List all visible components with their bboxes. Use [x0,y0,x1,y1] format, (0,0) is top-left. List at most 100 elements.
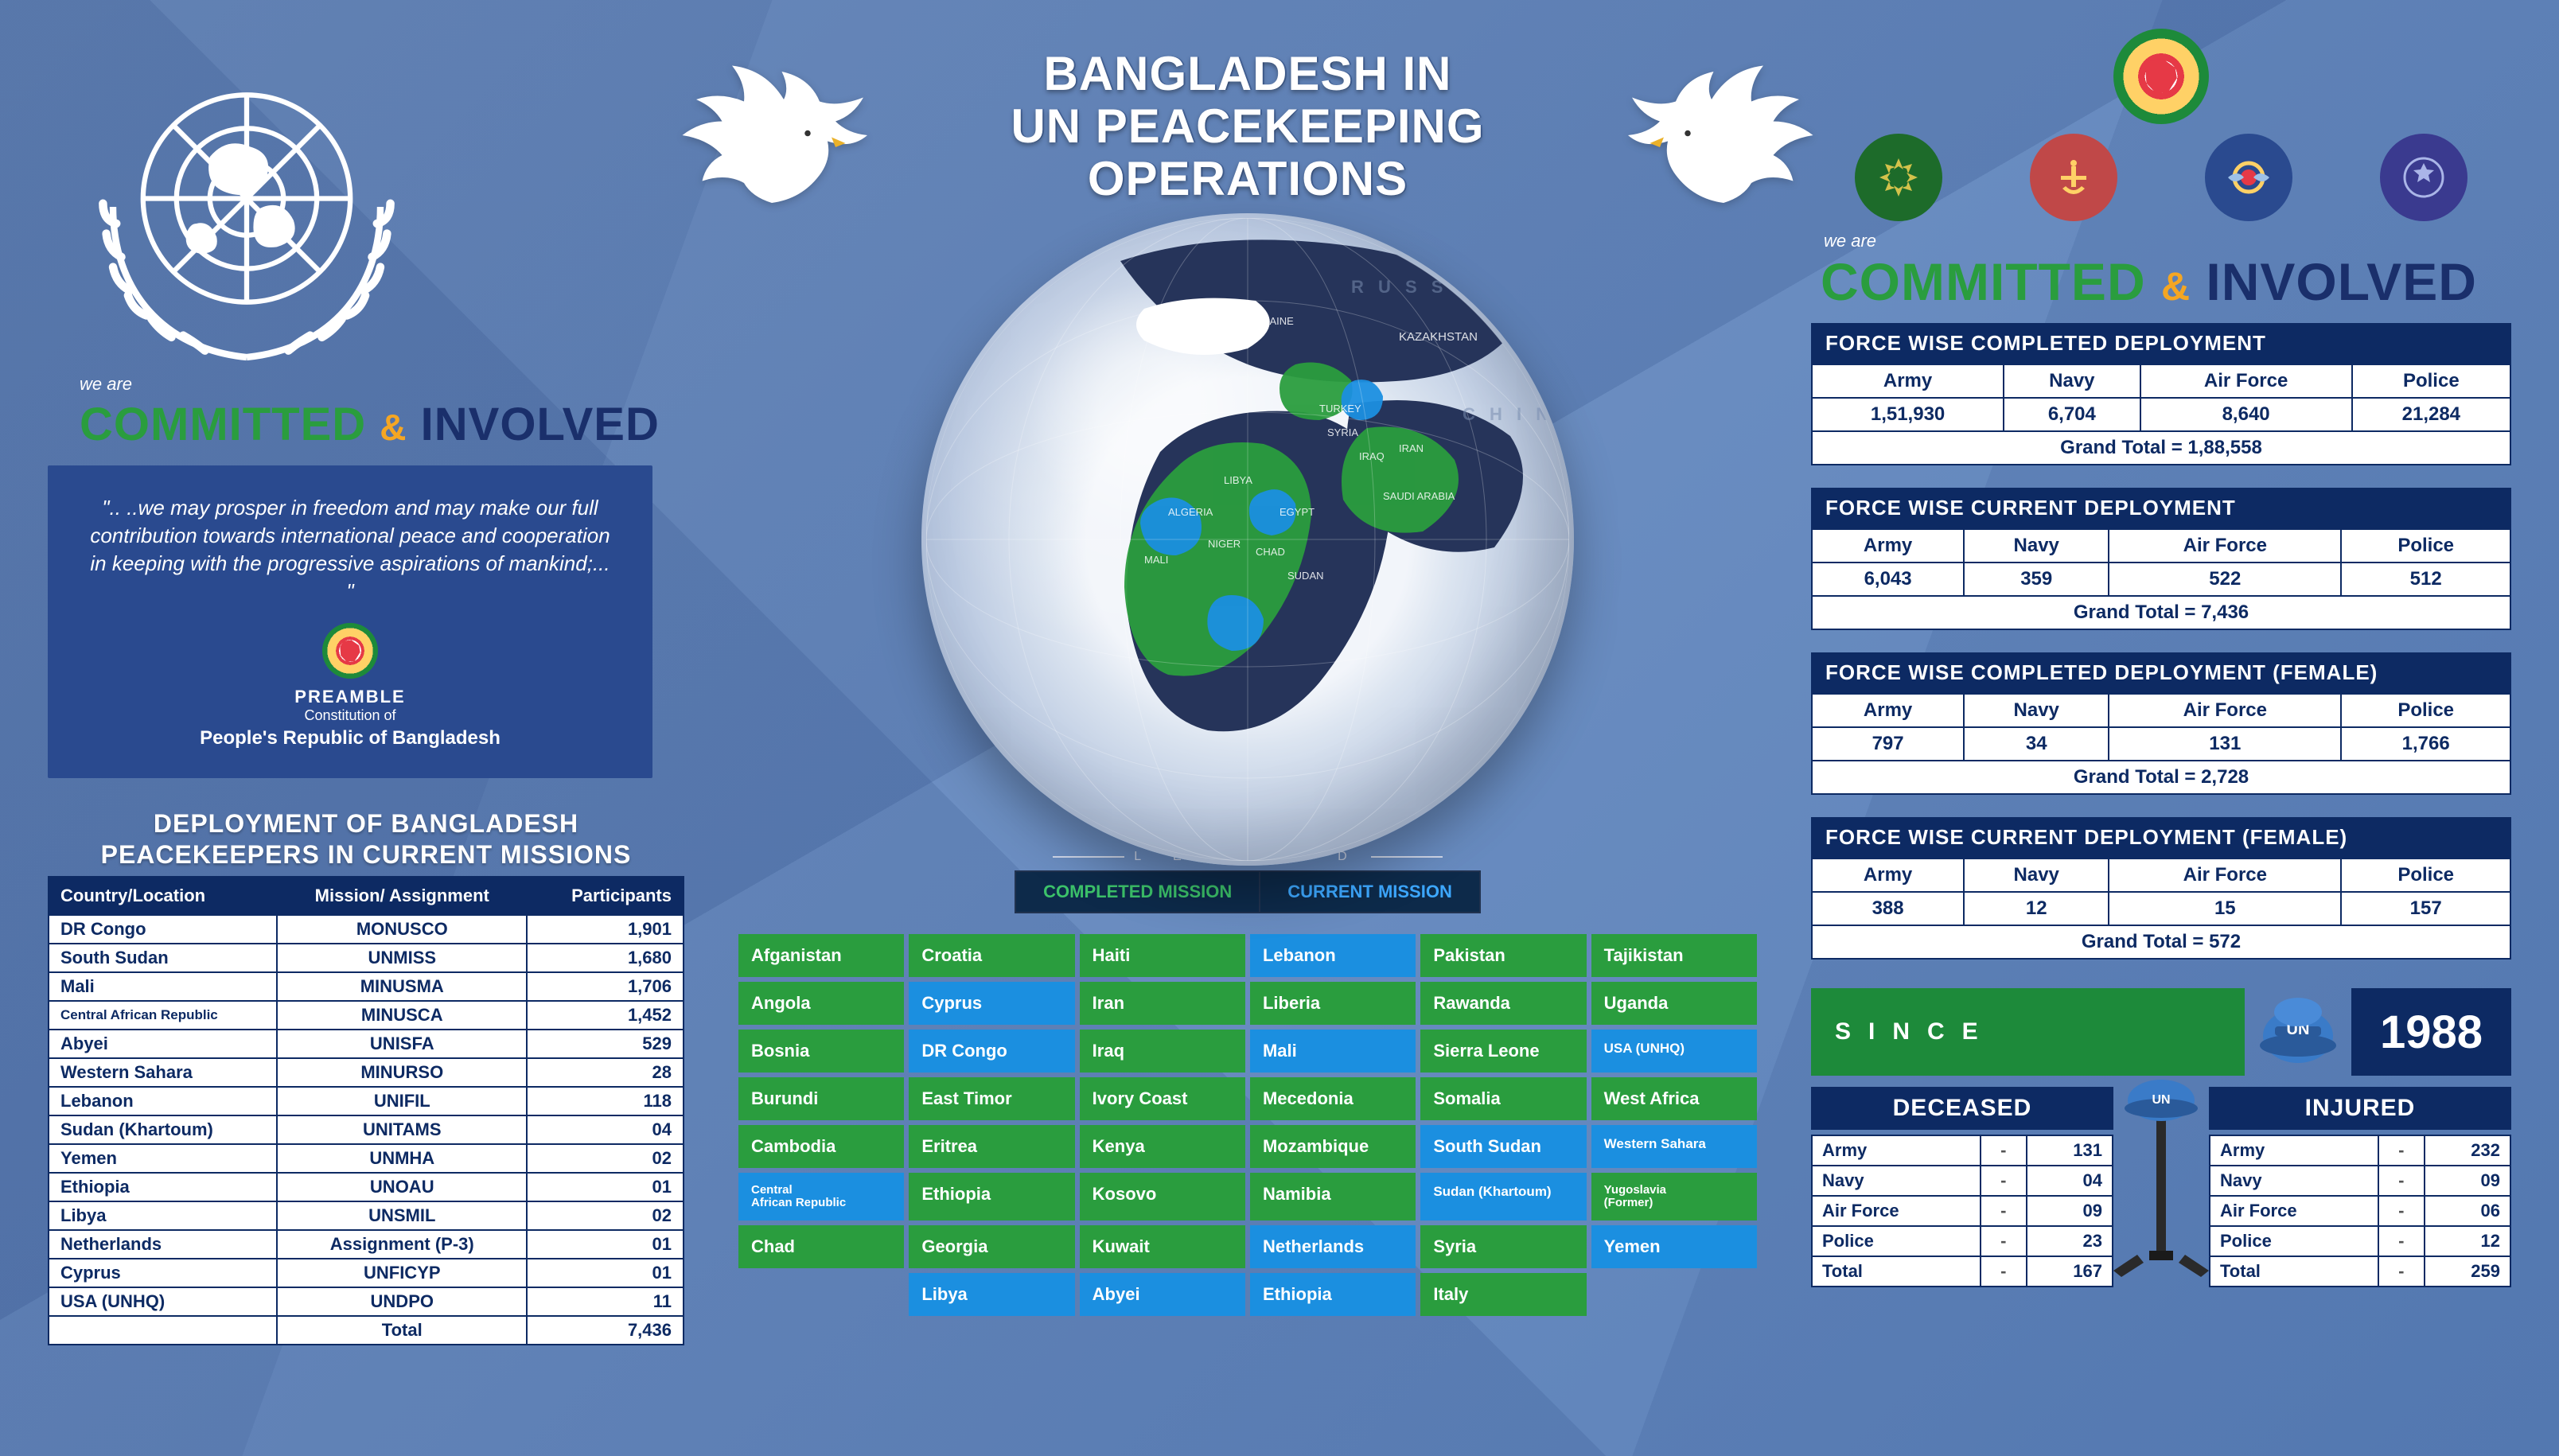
country-cell: Ivory Coast [1080,1077,1245,1120]
svg-text:C H I N A: C H I N A [1463,404,1574,424]
table-row: Total-167 [1812,1256,2113,1287]
force-block-header: FORCE WISE CURRENT DEPLOYMENT (FEMALE) [1811,817,2511,858]
police-logo-icon [2380,134,2467,221]
country-cell: Liberia [1250,982,1416,1025]
table-row: Army-131 [1812,1135,2113,1166]
country-cell: South Sudan [1420,1125,1586,1168]
svg-text:UKRAINE: UKRAINE [1248,315,1294,327]
deployment-title: DEPLOYMENT OF BANGLADESH PEACEKEEPERS IN… [48,808,684,870]
country-cell: Libya [909,1273,1074,1316]
table-row: South SudanUNMISS1,680 [49,944,684,972]
table-row: Western SaharaMINURSO28 [49,1058,684,1087]
force-logos [1811,134,2511,221]
svg-text:EGYPT: EGYPT [1280,506,1315,518]
force-block-header: FORCE WISE COMPLETED DEPLOYMENT [1811,323,2511,364]
table-row: Sudan (Khartoum)UNITAMS04 [49,1115,684,1144]
svg-text:IRAN: IRAN [1399,442,1424,454]
memorial-icon: UN [2121,1087,2201,1287]
force-block: FORCE WISE CURRENT DEPLOYMENTArmyNavyAir… [1811,488,2511,630]
country-cell: Kuwait [1080,1225,1245,1268]
country-cell: Iran [1080,982,1245,1025]
country-cell: Western Sahara [1591,1125,1757,1168]
country-cell: Italy [1420,1273,1586,1316]
country-cell: Eritrea [909,1125,1074,1168]
bangladesh-seal-large-icon [2113,29,2209,124]
country-cell: Sierra Leone [1420,1030,1586,1073]
table-row: Army-232 [2210,1135,2510,1166]
missions-col-header: Participants [527,877,684,915]
force-table: ArmyNavyAir ForcePolice797341311,766Gran… [1811,693,2511,795]
table-row: Central African RepublicMINUSCA1,452 [49,1001,684,1030]
we-are-label-left: we are [80,374,684,395]
committed-heading-right: COMMITTED & INVOLVED [1821,251,2511,312]
country-cell: Kosovo [1080,1173,1245,1220]
country-cell: Abyei [1080,1273,1245,1316]
country-cell: Syria [1420,1225,1586,1268]
country-cell: Mecedonia [1250,1077,1416,1120]
country-cell: Namibia [1250,1173,1416,1220]
table-row: Air Force-09 [1812,1196,2113,1226]
table-row: Navy-09 [2210,1166,2510,1196]
table-row: CyprusUNFICYP01 [49,1259,684,1287]
country-cell: Rawanda [1420,982,1586,1025]
table-row: DR CongoMONUSCO1,901 [49,915,684,944]
country-cell: Bosnia [738,1030,904,1073]
svg-text:KAZAKHSTAN: KAZAKHSTAN [1399,330,1478,344]
force-block-header: FORCE WISE COMPLETED DEPLOYMENT (FEMALE) [1811,652,2511,693]
main-title: BANGLADESH IN UN PEACEKEEPING OPERATIONS [1011,48,1484,205]
country-cell: Lebanon [1250,934,1416,977]
country-cell: East Timor [909,1077,1074,1120]
svg-text:SAUDI ARABIA: SAUDI ARABIA [1383,490,1455,502]
country-cell: West Africa [1591,1077,1757,1120]
country-cell: Angola [738,982,904,1025]
dove-icon-right [1620,64,1827,223]
country-cell: Burundi [738,1077,904,1120]
svg-text:SUDAN: SUDAN [1287,570,1324,582]
svg-text:NIGER: NIGER [1208,538,1241,550]
country-cell: Yemen [1591,1225,1757,1268]
missions-col-header: Country/Location [49,877,277,915]
country-cell: Sudan (Khartoum) [1420,1173,1586,1220]
country-cell: Somalia [1420,1077,1586,1120]
injured-table: Army-232Navy-09Air Force-06Police-12Tota… [2209,1135,2511,1287]
country-grid: AfganistanCroatiaHaitiLebanonPakistanTaj… [738,934,1757,1316]
deceased-header: DECEASED [1811,1087,2113,1130]
we-are-label-right: we are [1824,231,2511,251]
force-table: ArmyNavyAir ForcePolice6,043359522512Gra… [1811,528,2511,630]
table-row: LibyaUNSMIL02 [49,1201,684,1230]
force-block: FORCE WISE COMPLETED DEPLOYMENTArmyNavyA… [1811,323,2511,465]
deceased-table: Army-131Navy-04Air Force-09Police-23Tota… [1811,1135,2113,1287]
country-cell: Ethiopia [909,1173,1074,1220]
since-year: 1988 [2351,988,2511,1076]
table-row: USA (UNHQ)UNDPO11 [49,1287,684,1316]
un-logo [80,40,414,374]
table-row: AbyeiUNISFA529 [49,1030,684,1058]
svg-text:ALGERIA: ALGERIA [1168,506,1213,518]
country-cell: Uganda [1591,982,1757,1025]
svg-text:R U S S I A: R U S S I A [1351,277,1494,297]
preamble-label: PREAMBLE [88,687,613,707]
country-cell: Pakistan [1420,934,1586,977]
country-cell: Cambodia [738,1125,904,1168]
country-cell: Central African Republic [738,1173,904,1220]
dove-icon-left [668,64,875,223]
table-row: Navy-04 [1812,1166,2113,1196]
force-block-header: FORCE WISE CURRENT DEPLOYMENT [1811,488,2511,528]
country-cell: DR Congo [909,1030,1074,1073]
svg-text:SYRIA: SYRIA [1327,426,1358,438]
preamble-quote-box: ".. ..we may prosper in freedom and may … [48,465,652,778]
table-row: NetherlandsAssignment (P-3)01 [49,1230,684,1259]
army-logo-icon [1855,134,1942,221]
legend-completed: COMPLETED MISSION [1016,872,1260,912]
table-row: LebanonUNIFIL118 [49,1087,684,1115]
table-row: EthiopiaUNOAU01 [49,1173,684,1201]
svg-text:LIBYA: LIBYA [1224,474,1252,486]
country-cell: Netherlands [1250,1225,1416,1268]
missions-total-row: Total7,436 [49,1316,684,1345]
country-cell: USA (UNHQ) [1591,1030,1757,1073]
country-cell: Georgia [909,1225,1074,1268]
svg-text:UN: UN [2152,1093,2170,1107]
table-row: MaliMINUSMA1,706 [49,972,684,1001]
missions-col-header: Mission/ Assignment [277,877,527,915]
table-row: Air Force-06 [2210,1196,2510,1226]
